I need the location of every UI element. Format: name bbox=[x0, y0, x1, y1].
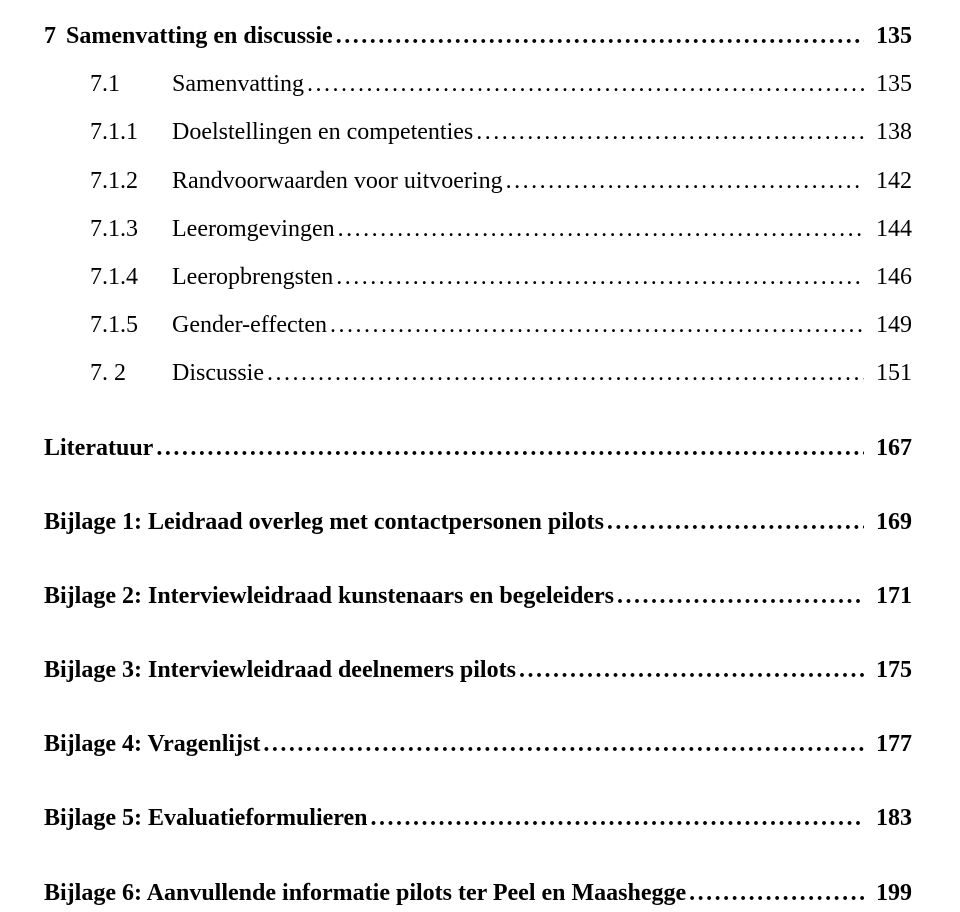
toc-page-number: 135 bbox=[864, 66, 912, 103]
toc-title: Doelstellingen en competenties bbox=[172, 114, 473, 151]
toc-entry-bijlage-1: Bijlage 1: Leidraad overleg met contactp… bbox=[44, 504, 912, 541]
toc-title: Leeromgevingen bbox=[172, 211, 335, 248]
toc-page-number: 175 bbox=[864, 652, 912, 689]
toc-page-number: 171 bbox=[864, 578, 912, 615]
toc-title: Randvoorwaarden voor uitvoering bbox=[172, 163, 503, 200]
toc-leader-dots bbox=[333, 259, 864, 296]
toc-number: 7.1.2 bbox=[90, 163, 172, 200]
toc-leader-dots bbox=[327, 307, 864, 344]
toc-title: Bijlage 5: Evaluatieformulieren bbox=[44, 800, 368, 837]
toc-page-number: 135 bbox=[864, 18, 912, 55]
toc-title: Samenvatting bbox=[172, 66, 304, 103]
toc-title: Discussie bbox=[172, 355, 264, 392]
toc-entry-bijlage-3: Bijlage 3: Interviewleidraad deelnemers … bbox=[44, 652, 912, 689]
toc-number: 7.1.3 bbox=[90, 211, 172, 248]
toc-entry-literatuur: Literatuur 167 bbox=[44, 430, 912, 467]
toc-leader-dots bbox=[614, 578, 864, 615]
toc-page-number: 199 bbox=[864, 875, 912, 912]
toc-title: Bijlage 3: Interviewleidraad deelnemers … bbox=[44, 652, 516, 689]
toc-entry-bijlage-2: Bijlage 2: Interviewleidraad kunstenaars… bbox=[44, 578, 912, 615]
toc-number: 7.1.1 bbox=[90, 114, 172, 151]
toc-entry-bijlage-6: Bijlage 6: Aanvullende informatie pilots… bbox=[44, 875, 912, 912]
toc-number: 7.1.5 bbox=[90, 307, 172, 344]
toc-page-number: 151 bbox=[864, 355, 912, 392]
toc-leader-dots bbox=[516, 652, 864, 689]
toc-leader-dots bbox=[333, 18, 864, 55]
toc-entry-bijlage-5: Bijlage 5: Evaluatieformulieren 183 bbox=[44, 800, 912, 837]
toc-page-number: 146 bbox=[864, 259, 912, 296]
toc-leader-dots bbox=[686, 875, 864, 912]
toc-entry-7-1: 7.1 Samenvatting 135 bbox=[44, 66, 912, 103]
toc-number: 7 bbox=[44, 18, 66, 55]
toc-page-number: 169 bbox=[864, 504, 912, 541]
toc-entry-7-1-3: 7.1.3 Leeromgevingen 144 bbox=[44, 211, 912, 248]
toc-leader-dots bbox=[153, 430, 864, 467]
toc-page-number: 138 bbox=[864, 114, 912, 151]
toc-page-number: 167 bbox=[864, 430, 912, 467]
toc-page: 7 Samenvatting en discussie 135 7.1 Same… bbox=[0, 0, 960, 912]
toc-entry-7-1-1: 7.1.1 Doelstellingen en competenties 138 bbox=[44, 114, 912, 151]
toc-title: Literatuur bbox=[44, 430, 153, 467]
toc-page-number: 142 bbox=[864, 163, 912, 200]
toc-title: Bijlage 6: Aanvullende informatie pilots… bbox=[44, 875, 686, 912]
toc-leader-dots bbox=[264, 355, 864, 392]
toc-entry-bijlage-4: Bijlage 4: Vragenlijst 177 bbox=[44, 726, 912, 763]
toc-leader-dots bbox=[503, 163, 864, 200]
toc-entry-7-2: 7. 2 Discussie 151 bbox=[44, 355, 912, 392]
toc-page-number: 177 bbox=[864, 726, 912, 763]
toc-page-number: 183 bbox=[864, 800, 912, 837]
toc-title: Samenvatting en discussie bbox=[66, 18, 333, 55]
toc-page-number: 149 bbox=[864, 307, 912, 344]
toc-title: Bijlage 4: Vragenlijst bbox=[44, 726, 260, 763]
toc-entry-7-1-4: 7.1.4 Leeropbrengsten 146 bbox=[44, 259, 912, 296]
toc-number: 7.1 bbox=[90, 66, 172, 103]
toc-title: Gender-effecten bbox=[172, 307, 327, 344]
toc-number: 7.1.4 bbox=[90, 259, 172, 296]
toc-leader-dots bbox=[335, 211, 864, 248]
toc-title: Bijlage 2: Interviewleidraad kunstenaars… bbox=[44, 578, 614, 615]
toc-entry-section-7: 7 Samenvatting en discussie 135 bbox=[44, 18, 912, 55]
toc-entry-7-1-2: 7.1.2 Randvoorwaarden voor uitvoering 14… bbox=[44, 163, 912, 200]
toc-leader-dots bbox=[260, 726, 864, 763]
toc-title: Leeropbrengsten bbox=[172, 259, 333, 296]
toc-title: Bijlage 1: Leidraad overleg met contactp… bbox=[44, 504, 604, 541]
toc-leader-dots bbox=[604, 504, 864, 541]
toc-leader-dots bbox=[304, 66, 864, 103]
toc-page-number: 144 bbox=[864, 211, 912, 248]
toc-leader-dots bbox=[368, 800, 864, 837]
toc-entry-7-1-5: 7.1.5 Gender-effecten 149 bbox=[44, 307, 912, 344]
toc-number: 7. 2 bbox=[90, 355, 172, 392]
toc-leader-dots bbox=[473, 114, 864, 151]
